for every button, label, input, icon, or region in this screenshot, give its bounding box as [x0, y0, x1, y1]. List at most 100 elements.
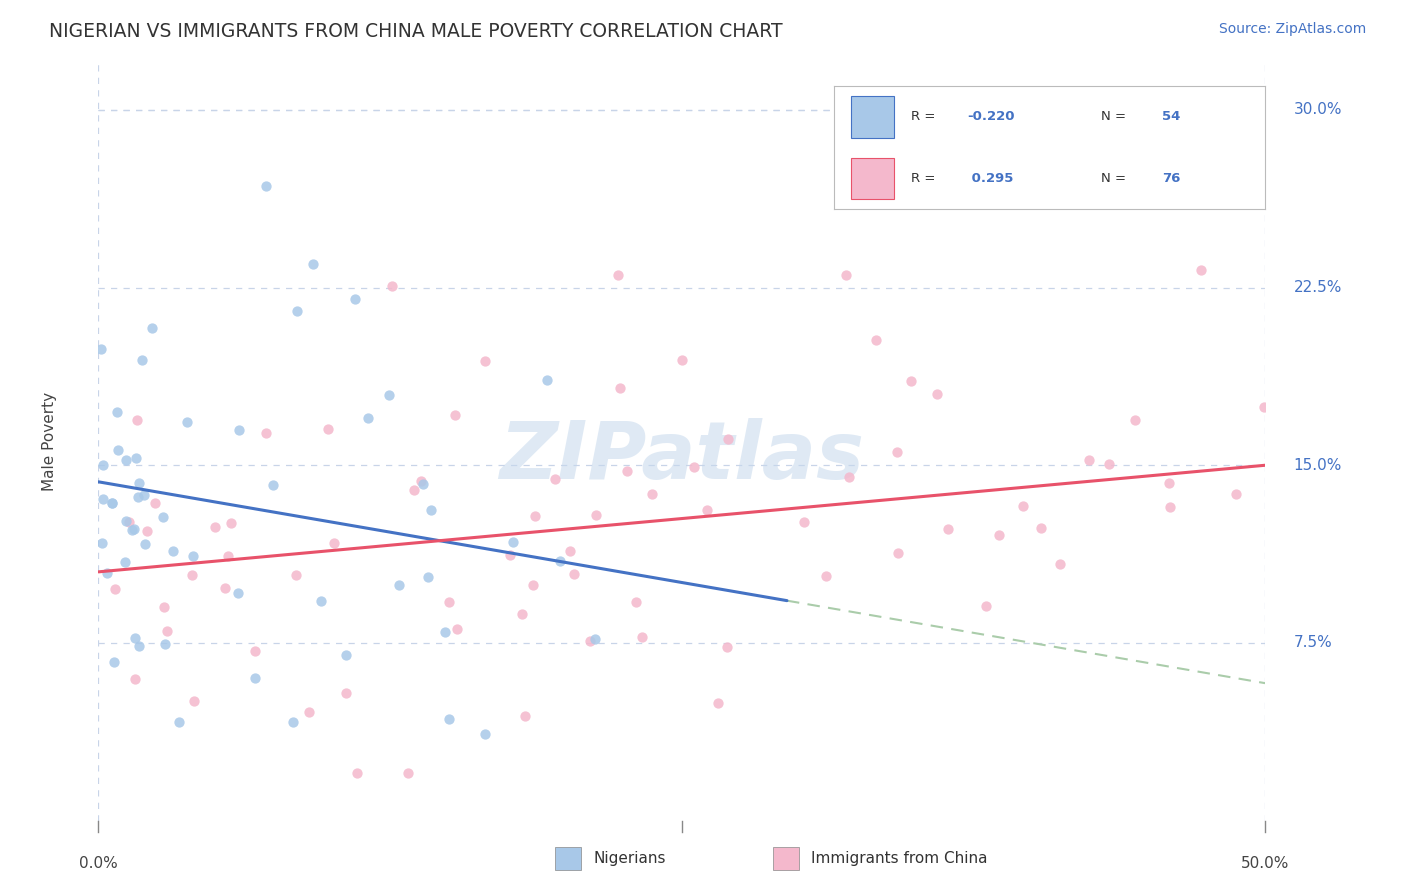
Point [346, 766, 368, 780]
Point [132, 488, 155, 502]
Point [510, 607, 533, 621]
Point [107, 443, 129, 458]
Point [717, 432, 740, 446]
Point [91, 491, 114, 506]
Point [153, 600, 176, 615]
Point [318, 422, 340, 436]
Point [219, 516, 242, 530]
Point [91, 536, 114, 550]
Point [125, 450, 148, 465]
Point [474, 727, 496, 741]
Text: Immigrants from China: Immigrants from China [811, 852, 988, 866]
Point [1225, 487, 1247, 501]
Point [131, 353, 153, 368]
Point [323, 535, 346, 549]
Point [381, 279, 404, 293]
Point [256, 178, 278, 193]
Point [1159, 500, 1181, 514]
Point [815, 569, 838, 583]
Point [616, 464, 638, 478]
Point [204, 520, 226, 534]
Point [105, 405, 128, 419]
Point [183, 693, 205, 707]
Point [606, 268, 628, 283]
Point [544, 472, 567, 486]
Text: Nigerians: Nigerians [593, 852, 666, 866]
Text: 22.5%: 22.5% [1294, 280, 1341, 295]
Text: ZIPatlas: ZIPatlas [499, 417, 865, 496]
Point [302, 257, 325, 271]
Point [378, 388, 401, 402]
Point [900, 374, 922, 388]
Point [128, 639, 150, 653]
Point [217, 549, 239, 563]
Point [936, 522, 959, 536]
Point [122, 522, 145, 536]
Point [344, 293, 367, 307]
Point [412, 477, 434, 491]
Point [987, 528, 1010, 542]
Point [1189, 263, 1212, 277]
Point [121, 524, 143, 538]
Point [437, 594, 460, 608]
Point [834, 268, 856, 283]
Point [548, 554, 571, 568]
Point [1123, 413, 1146, 427]
Point [356, 411, 378, 425]
Point [335, 686, 357, 700]
Point [162, 544, 184, 558]
Point [101, 496, 124, 510]
Point [683, 459, 706, 474]
Point [91, 458, 114, 472]
Point [502, 535, 524, 549]
Point [214, 581, 236, 595]
Point [114, 514, 136, 528]
Point [434, 624, 457, 639]
Text: 50.0%: 50.0% [1241, 856, 1289, 871]
Point [474, 353, 496, 368]
Point [579, 634, 602, 648]
Point [446, 622, 468, 636]
Point [152, 509, 174, 524]
Point [335, 648, 357, 662]
Point [117, 515, 139, 529]
Point [419, 503, 441, 517]
Point [523, 509, 546, 524]
Point [976, 599, 998, 613]
Point [522, 578, 544, 592]
Point [887, 546, 910, 560]
Point [402, 483, 425, 497]
Point [1253, 400, 1275, 414]
Point [1029, 521, 1052, 535]
Point [838, 469, 860, 483]
Text: 7.5%: 7.5% [1294, 635, 1331, 650]
Point [262, 477, 284, 491]
Point [134, 537, 156, 551]
Point [865, 333, 887, 347]
Point [101, 496, 124, 510]
Point [298, 705, 321, 719]
Point [560, 544, 582, 558]
Point [103, 655, 125, 669]
Point [411, 475, 433, 489]
Point [125, 413, 148, 427]
Point [181, 568, 204, 582]
Point [169, 714, 191, 729]
Point [696, 503, 718, 517]
Point [631, 630, 654, 644]
Point [309, 594, 332, 608]
Point [583, 632, 606, 646]
Point [128, 476, 150, 491]
Point [153, 636, 176, 650]
Point [1078, 452, 1101, 467]
Point [114, 555, 136, 569]
Point [928, 186, 950, 200]
Point [96, 566, 118, 581]
Point [396, 766, 419, 780]
Point [141, 321, 163, 335]
Point [124, 632, 146, 646]
Point [285, 304, 308, 318]
Point [388, 578, 411, 592]
Point [228, 586, 250, 600]
Point [115, 453, 138, 467]
